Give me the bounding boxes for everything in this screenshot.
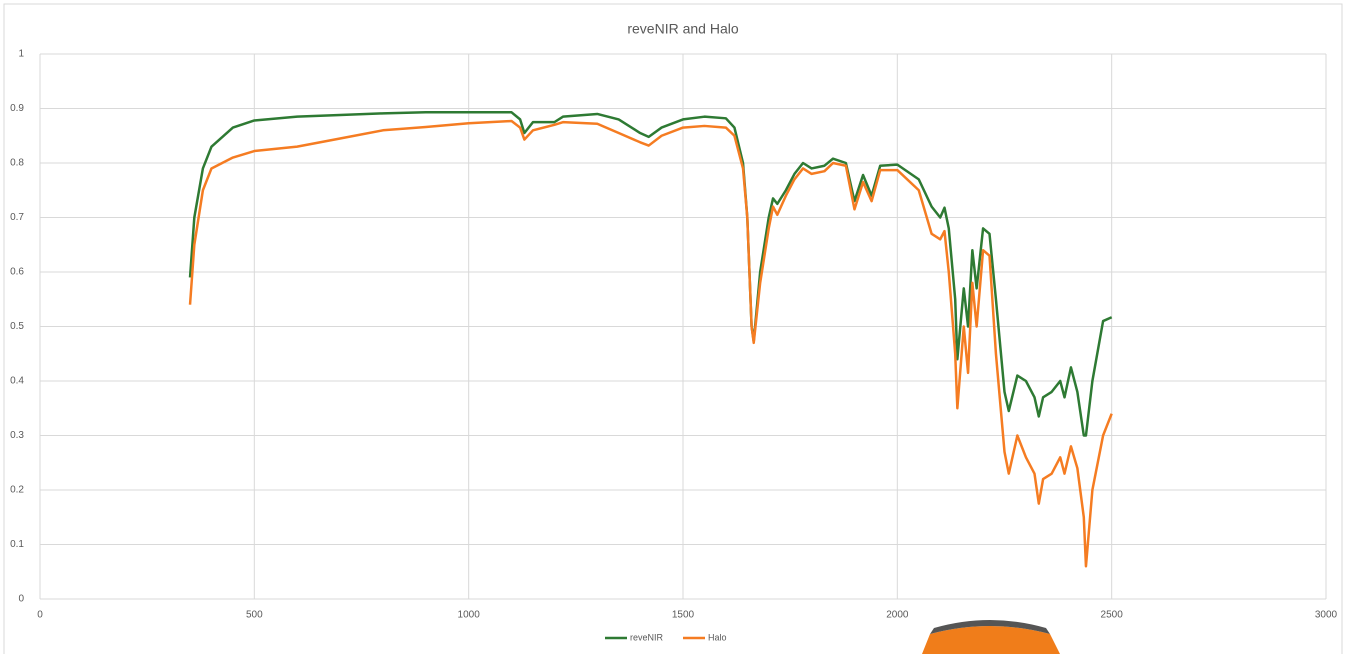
y-tick-label: 0.8 [10, 158, 24, 169]
x-tick-label: 1000 [458, 610, 481, 621]
chart-title: reveNIR and Halo [627, 21, 738, 37]
y-tick-label: 0 [18, 594, 24, 605]
legend-label: reveNIR [630, 632, 664, 642]
line-series [188, 111, 1113, 437]
y-tick-label: 0.2 [10, 485, 24, 496]
x-tick-label: 0 [37, 610, 43, 621]
x-tick-label: 500 [246, 610, 263, 621]
y-tick-label: 0.6 [10, 267, 24, 278]
y-tick-label: 0.9 [10, 103, 24, 114]
y-tick-label: 0.4 [10, 376, 24, 387]
x-tick-label: 3000 [1315, 610, 1338, 621]
y-tick-label: 0.5 [10, 321, 24, 332]
legend-label: Halo [708, 632, 727, 642]
y-tick-label: 0.3 [10, 430, 24, 441]
y-tick-label: 1 [18, 49, 24, 60]
y-tick-label: 0.1 [10, 539, 24, 550]
line-series [188, 119, 1113, 568]
device-image [922, 620, 1060, 654]
x-tick-label: 1500 [672, 610, 695, 621]
x-tick-label: 2000 [886, 610, 909, 621]
x-tick-label: 2500 [1101, 610, 1124, 621]
chart-frame [3, 3, 1343, 654]
y-tick-label: 0.7 [10, 212, 24, 223]
